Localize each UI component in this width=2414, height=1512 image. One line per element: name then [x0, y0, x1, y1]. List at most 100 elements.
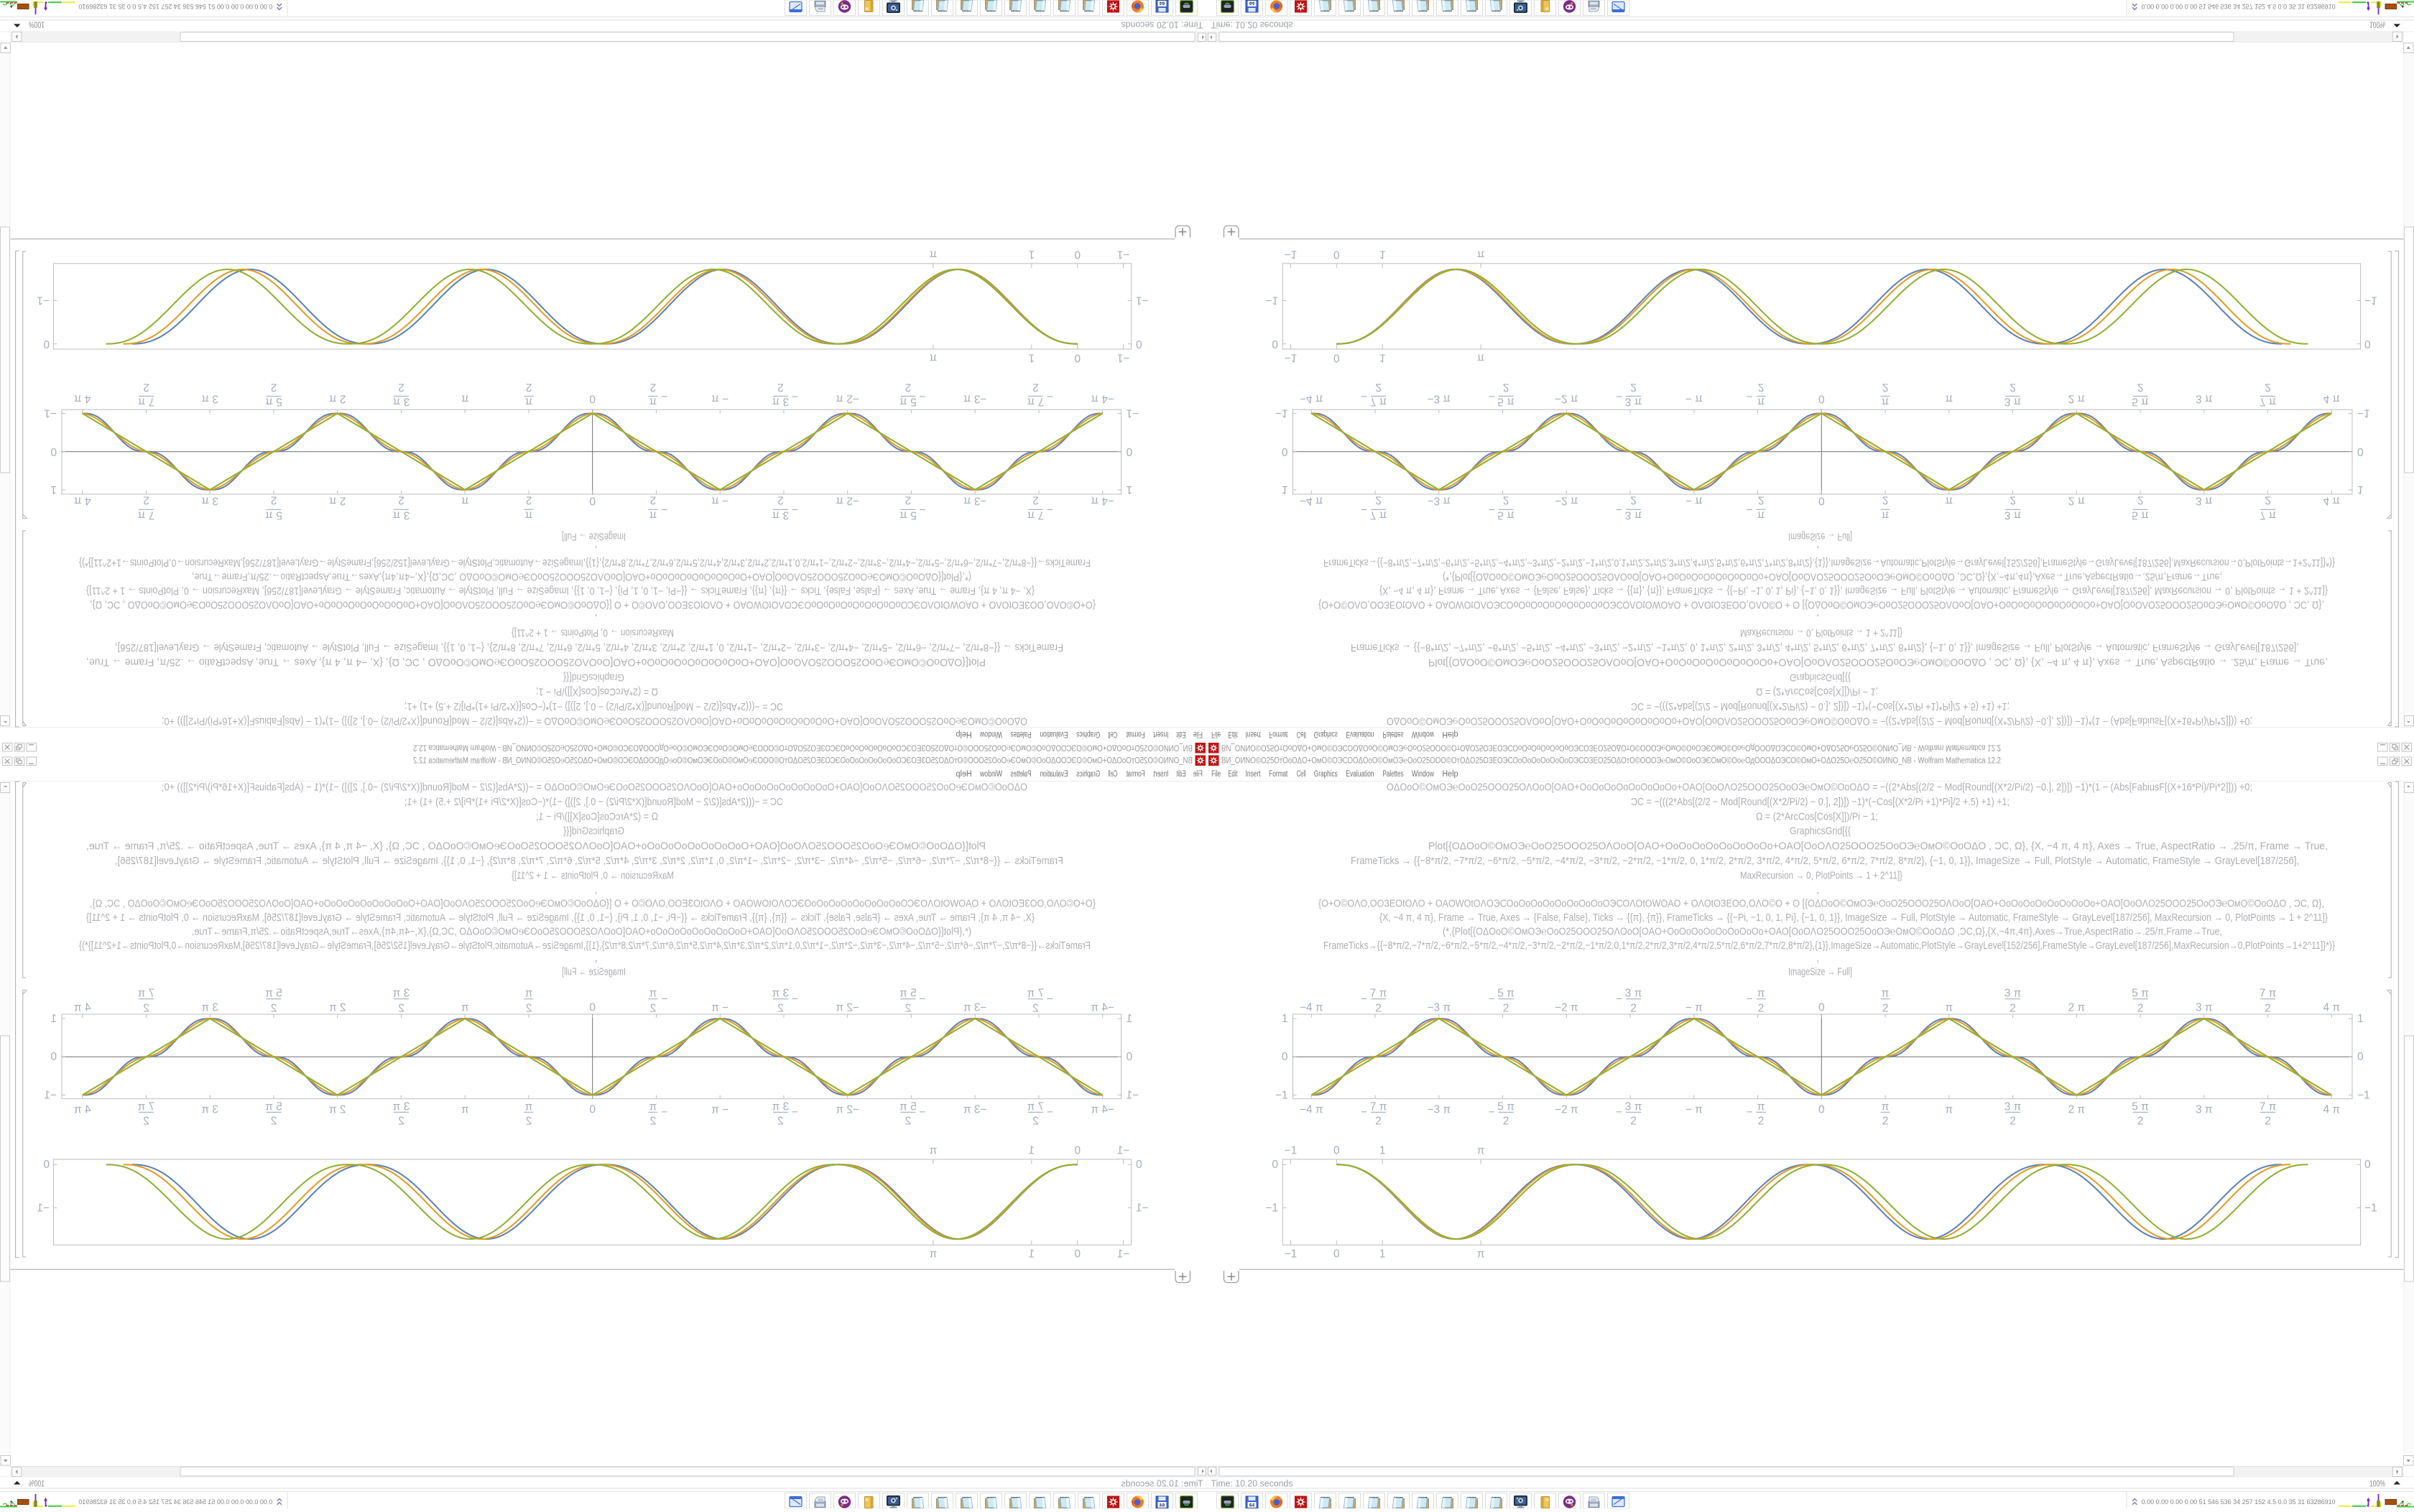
svg-text:−1: −1	[2364, 1202, 2377, 1214]
svg-text:Plot[{ОΔОоО©ОмОЭ℮ОоО25ООО25ОΛО: Plot[{ОΔОоО©ОмОЭ℮ОоО25ООО25ОΛОоО[ОΑО+ОоО…	[86, 840, 986, 853]
svg-text:3 π: 3 π	[2196, 393, 2213, 405]
svg-text:2: 2	[650, 1116, 657, 1128]
svg-text:0: 0	[1074, 352, 1081, 364]
svg-text:4 π: 4 π	[2323, 1002, 2340, 1014]
svg-text:2: 2	[2137, 494, 2144, 506]
svg-text:(*,{Plot[{ОΔОоО©ОмОЭ℮ОоО25ООО2: (*,{Plot[{ОΔОоО©ОмОЭ℮ОоО25ООО25ОΛОоО[ОΑО…	[192, 926, 971, 938]
svg-text:2: 2	[777, 381, 784, 394]
svg-text:2 π: 2 π	[329, 1104, 346, 1116]
svg-text:ImageSize → Full]: ImageSize → Full]	[562, 966, 626, 978]
svg-text:0.00 0.00 0.00 0.00 51 546: 0.00 0.00 0.00 0.00 51 546 536 34 257 15…	[2142, 2, 2336, 10]
svg-text:2: 2	[777, 1116, 784, 1128]
svg-text:−3 π: −3 π	[963, 1002, 987, 1014]
svg-text:π: π	[929, 1145, 937, 1157]
svg-text:5 π: 5 π	[265, 396, 282, 408]
svg-text:−2 π: −2 π	[1555, 393, 1578, 405]
svg-text:64: 64	[1249, 1503, 1255, 1508]
svg-text:2: 2	[905, 494, 912, 506]
svg-text:Plot[{ОΔОоО©ОмОЭ℮ОоО25ООО25ОΛО: Plot[{ОΔОоО©ОмОЭ℮ОоО25ООО25ОΛОоО[ОΑО+ОоО…	[1428, 657, 2328, 669]
svg-text:2: 2	[398, 1003, 404, 1015]
svg-text:GraphicsGrid[{{: GraphicsGrid[{{	[563, 825, 624, 838]
svg-text:2: 2	[1032, 1116, 1039, 1128]
svg-text:Window: Window	[979, 770, 1002, 779]
svg-text:3 π: 3 π	[201, 1104, 218, 1116]
svg-text:7 π: 7 π	[137, 988, 154, 1000]
svg-text:2: 2	[1375, 381, 1382, 394]
svg-text:1: 1	[1379, 1248, 1386, 1260]
svg-text:1: 1	[1028, 352, 1035, 364]
svg-text:0: 0	[1074, 249, 1081, 261]
svg-text:MaxRecursion → 0, PlotPoints →: MaxRecursion → 0, PlotPoints → 1 + 2^11]…	[512, 870, 674, 882]
svg-text:−1: −1	[1117, 1145, 1130, 1157]
svg-text:2: 2	[1032, 494, 1039, 506]
svg-text:1: 1	[1379, 1145, 1386, 1157]
svg-text:0: 0	[1282, 445, 1288, 458]
svg-text:−1: −1	[1285, 1248, 1298, 1260]
svg-text:7 π: 7 π	[2260, 988, 2277, 1000]
svg-text:−4 π: −4 π	[1300, 1002, 1323, 1014]
svg-text:5 π: 5 π	[900, 1100, 917, 1113]
svg-text:Graphics: Graphics	[1314, 730, 1338, 738]
svg-text:2: 2	[1882, 381, 1889, 394]
svg-text:−: −	[919, 993, 925, 1006]
svg-text:π: π	[1882, 988, 1890, 1000]
svg-text:−: −	[661, 1106, 667, 1118]
svg-text:100%: 100%	[2369, 20, 2385, 29]
svg-text:64: 64	[1249, 1, 1255, 6]
svg-text:ImageSize → Full]: ImageSize → Full]	[1788, 966, 1852, 978]
svg-text:−2 π: −2 π	[1555, 1104, 1578, 1116]
svg-text:{О+О©ОΛО,ООЗЕОtОΛО + ОΑОWОtОΛО: {О+О©ОΛО,ООЗЕОtОΛО + ОΑОWОtОΛОЭСОоОоОоОо…	[1318, 599, 2324, 611]
svg-text:−: −	[661, 390, 667, 402]
svg-text:1: 1	[1127, 483, 1133, 496]
svg-text:File: File	[1211, 730, 1221, 738]
svg-text:64: 64	[1160, 1503, 1165, 1508]
svg-text:−3 π: −3 π	[963, 495, 987, 507]
svg-text:3 π: 3 π	[1625, 396, 1642, 408]
svg-text:π: π	[649, 988, 657, 1000]
svg-text:Ω = (2*ArcCos[Cos[X]])/Pi − 1: Ω = (2*ArcCos[Cos[X]])/Pi − 1;	[536, 686, 658, 698]
svg-text:3 π: 3 π	[1625, 1100, 1642, 1113]
svg-text:2 π: 2 π	[2068, 1002, 2085, 1014]
svg-text:{О+О©ОΛО,ООЗЕОtОΛО + ОΑОWОtОΛО: {О+О©ОΛО,ООЗЕОtОΛО + ОΑОWОtОΛОЭСОоОоОоОо…	[90, 599, 1096, 611]
svg-text:−: −	[1047, 504, 1053, 516]
svg-text:3 π: 3 π	[772, 396, 789, 408]
svg-text:(*,{Plot[{ОΔОоО©ОмОЭ℮ОоО25ООО2: (*,{Plot[{ОΔОоО©ОмОЭ℮ОоО25ООО25ОΛОоО[ОΑО…	[192, 571, 971, 583]
svg-text:−3 π: −3 π	[963, 393, 987, 405]
svg-text:−: −	[1361, 504, 1367, 516]
svg-text:π: π	[1882, 1100, 1890, 1113]
svg-text:7 π: 7 π	[1370, 396, 1387, 408]
svg-text:π: π	[1477, 1145, 1485, 1157]
svg-text:Palettes: Palettes	[1383, 730, 1404, 738]
svg-text:2: 2	[2265, 381, 2271, 394]
svg-text:4 π: 4 π	[74, 495, 91, 507]
svg-text:Cell: Cell	[1297, 770, 1306, 779]
svg-text:2: 2	[1758, 1003, 1765, 1015]
svg-text:7 π: 7 π	[1370, 988, 1387, 1000]
svg-text:7 π: 7 π	[2260, 1100, 2277, 1113]
svg-text:−1: −1	[2357, 407, 2370, 419]
svg-text:3 π: 3 π	[392, 396, 410, 408]
svg-text:2: 2	[2010, 1003, 2016, 1015]
svg-text:(*,{Plot[{ОΔОоО©ОмОЭ℮ОоО25ООО2: (*,{Plot[{ОΔОоО©ОмОЭ℮ОоО25ООО25ОΛОоО[ОΑО…	[1443, 926, 2222, 938]
svg-text:ВИ_ОИNО©О25ОтОоОΔО+ОмО©ОЭСООΔО: ВИ_ОИNО©О25ОтОоОΔО+ОмО©ОЭСООΔОоО©ОмОЭ℮Оо…	[413, 757, 1193, 766]
svg-text:−: −	[1747, 390, 1753, 402]
svg-text:π: π	[1477, 352, 1485, 364]
svg-text:−4 π: −4 π	[1300, 393, 1323, 405]
svg-text:5 π: 5 π	[265, 509, 282, 521]
svg-text:File: File	[1193, 770, 1203, 779]
svg-text:2: 2	[1375, 1116, 1382, 1128]
svg-text:{X, −4 π, 4 π}, Frame → True,: {X, −4 π, 4 π}, Frame → True, Axes → {Fa…	[1379, 585, 2328, 597]
svg-text:−2 π: −2 π	[836, 495, 859, 507]
svg-text:−: −	[792, 504, 798, 516]
svg-text:5 π: 5 π	[265, 988, 282, 1000]
svg-text:−: −	[1047, 1106, 1053, 1118]
svg-text:Palettes: Palettes	[1010, 730, 1031, 738]
svg-text:3 π: 3 π	[2196, 1104, 2213, 1116]
svg-text:ƆC = −(((2*Abs[(2/2 − Mod[Roun: ƆC = −(((2*Abs[(2/2 − Mod[Round[(X*2/Pi/…	[1631, 796, 2010, 808]
svg-text:π: π	[1882, 509, 1890, 521]
svg-text:Palettes: Palettes	[1383, 770, 1404, 779]
svg-text:0: 0	[2357, 445, 2364, 458]
svg-text:−: −	[1361, 390, 1367, 402]
svg-text:2: 2	[526, 1116, 532, 1128]
svg-text:−: −	[1489, 993, 1495, 1006]
